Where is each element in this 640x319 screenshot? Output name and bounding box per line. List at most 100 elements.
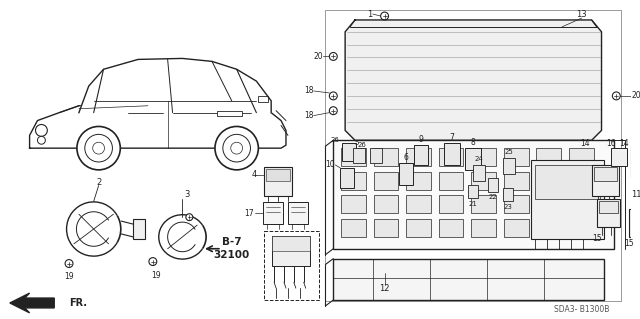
Text: 18: 18 — [304, 111, 314, 120]
Text: 11: 11 — [631, 190, 640, 199]
Bar — [263, 202, 283, 224]
Bar — [471, 196, 496, 213]
Bar — [272, 236, 310, 265]
Text: 8: 8 — [471, 138, 476, 147]
Bar — [341, 196, 366, 213]
Bar — [370, 148, 381, 163]
Bar — [406, 172, 431, 189]
Bar — [594, 167, 618, 181]
Circle shape — [85, 134, 113, 162]
Bar — [569, 219, 594, 237]
Text: 19: 19 — [151, 271, 161, 280]
Polygon shape — [10, 293, 54, 313]
Text: 32100: 32100 — [214, 250, 250, 260]
Bar — [444, 143, 460, 165]
Circle shape — [35, 124, 47, 136]
Bar — [596, 199, 620, 227]
Bar — [504, 196, 529, 213]
Circle shape — [149, 258, 157, 265]
Bar — [333, 140, 614, 249]
Bar — [288, 202, 308, 224]
Text: 15: 15 — [624, 239, 634, 248]
Text: 21: 21 — [469, 201, 478, 207]
Bar — [266, 169, 290, 181]
Text: 25: 25 — [504, 149, 513, 155]
Bar — [569, 148, 594, 166]
Bar — [342, 143, 356, 161]
Text: 26: 26 — [358, 142, 367, 148]
Bar — [471, 172, 496, 189]
Bar — [474, 165, 485, 181]
Circle shape — [330, 107, 337, 115]
Bar — [217, 111, 241, 115]
Circle shape — [215, 126, 259, 170]
Bar — [536, 148, 561, 166]
Bar — [439, 219, 463, 237]
Bar — [504, 219, 529, 237]
Text: 15: 15 — [592, 234, 602, 243]
Bar — [503, 188, 513, 201]
Bar — [471, 219, 496, 237]
Bar — [133, 219, 145, 239]
Text: 23: 23 — [504, 204, 512, 210]
Text: 20: 20 — [314, 52, 323, 61]
Text: 13: 13 — [577, 10, 587, 19]
Bar — [340, 168, 354, 188]
Bar — [414, 145, 428, 165]
Text: B-7: B-7 — [222, 237, 241, 247]
Text: 26: 26 — [330, 137, 339, 143]
Bar — [439, 172, 463, 189]
Circle shape — [186, 214, 193, 221]
Circle shape — [65, 260, 73, 267]
Circle shape — [77, 126, 120, 170]
Bar — [468, 185, 478, 198]
Bar — [374, 172, 398, 189]
Circle shape — [612, 92, 620, 100]
Bar — [341, 172, 366, 189]
Text: 20: 20 — [631, 92, 640, 100]
Bar — [406, 196, 431, 213]
Text: 2: 2 — [96, 178, 101, 187]
Bar — [504, 148, 529, 166]
Bar — [591, 165, 620, 197]
Bar — [633, 147, 640, 161]
Text: 10: 10 — [326, 160, 335, 169]
Text: 1: 1 — [367, 10, 372, 19]
Bar — [569, 196, 594, 213]
Text: 16: 16 — [607, 139, 616, 148]
Text: 9: 9 — [419, 135, 424, 144]
Bar — [629, 209, 640, 237]
Bar — [536, 172, 561, 189]
Bar — [465, 148, 481, 170]
Bar — [406, 148, 431, 166]
Text: 14: 14 — [580, 139, 589, 148]
Text: 24: 24 — [475, 156, 484, 162]
Circle shape — [93, 142, 104, 154]
Polygon shape — [29, 101, 286, 148]
Polygon shape — [79, 58, 271, 113]
Bar — [333, 259, 604, 300]
Text: 7: 7 — [449, 133, 454, 142]
Bar — [504, 172, 529, 189]
Bar — [264, 167, 292, 197]
Bar — [374, 196, 398, 213]
Bar — [341, 148, 366, 166]
Text: 18: 18 — [304, 86, 314, 95]
Text: 12: 12 — [380, 284, 390, 293]
Text: 6: 6 — [404, 152, 409, 161]
Polygon shape — [345, 20, 602, 140]
Circle shape — [38, 136, 45, 144]
Circle shape — [231, 142, 243, 154]
Bar — [536, 165, 600, 199]
Text: 14: 14 — [620, 139, 629, 148]
Bar — [439, 148, 463, 166]
Text: 22: 22 — [489, 195, 497, 200]
Bar — [406, 219, 431, 237]
Text: 4: 4 — [252, 170, 257, 179]
Bar — [374, 148, 398, 166]
Bar — [598, 201, 618, 213]
Bar — [536, 196, 561, 213]
Bar — [503, 158, 515, 174]
Bar — [272, 236, 310, 251]
Circle shape — [223, 134, 250, 162]
